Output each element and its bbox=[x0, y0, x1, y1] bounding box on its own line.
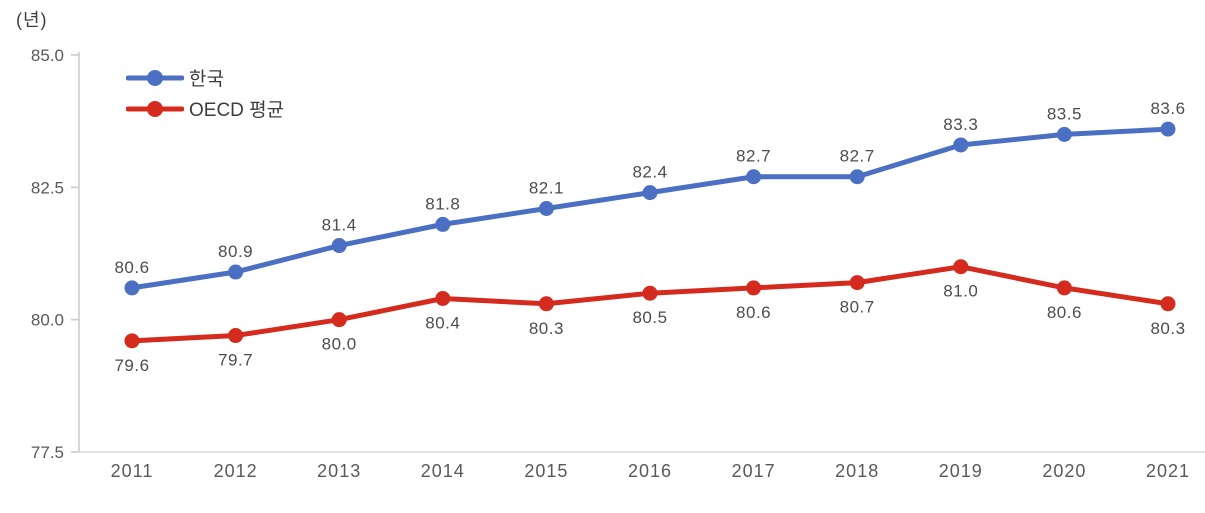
data-point bbox=[435, 290, 451, 306]
data-label: 79.7 bbox=[218, 351, 253, 370]
data-point bbox=[228, 264, 244, 280]
x-tick-label: 2019 bbox=[939, 461, 983, 481]
data-label: 83.5 bbox=[1047, 104, 1082, 123]
x-tick-label: 2020 bbox=[1042, 461, 1086, 481]
legend-label-korea: 한국 bbox=[189, 69, 224, 90]
data-label: 80.6 bbox=[1047, 303, 1082, 322]
data-label: 80.3 bbox=[1150, 319, 1185, 338]
data-point bbox=[538, 296, 554, 312]
data-point bbox=[746, 169, 762, 185]
x-tick-label: 2013 bbox=[317, 461, 361, 481]
korea-line-marker-icon bbox=[126, 69, 184, 86]
data-point bbox=[1056, 126, 1072, 142]
data-label: 80.6 bbox=[736, 303, 771, 322]
data-point bbox=[746, 280, 762, 296]
y-axis-unit-label: (년) bbox=[16, 10, 48, 30]
data-point bbox=[538, 201, 554, 217]
data-point bbox=[1160, 121, 1176, 137]
y-tick-label: 82.5 bbox=[31, 178, 64, 197]
x-tick-label: 2021 bbox=[1146, 461, 1190, 481]
data-point bbox=[124, 333, 140, 349]
data-label: 82.7 bbox=[840, 147, 875, 166]
data-label: 80.7 bbox=[840, 298, 875, 317]
data-label: 82.7 bbox=[736, 147, 771, 166]
data-label: 80.6 bbox=[114, 258, 149, 277]
oecd-line-marker-icon bbox=[126, 100, 184, 117]
data-label: 79.6 bbox=[114, 356, 149, 375]
y-tick-label: 80.0 bbox=[31, 311, 64, 330]
data-label: 81.0 bbox=[943, 282, 978, 301]
data-label: 80.4 bbox=[425, 313, 460, 332]
legend-item-oecd[interactable]: OECD 평균 bbox=[126, 93, 284, 124]
data-point bbox=[953, 137, 969, 153]
x-tick-label: 2017 bbox=[732, 461, 776, 481]
legend-item-korea[interactable]: 한국 bbox=[126, 62, 284, 93]
data-point bbox=[1056, 280, 1072, 296]
data-label: 82.1 bbox=[529, 179, 564, 198]
data-label: 82.4 bbox=[632, 163, 667, 182]
x-tick-label: 2014 bbox=[421, 461, 465, 481]
x-tick-label: 2018 bbox=[835, 461, 879, 481]
data-label: 80.9 bbox=[218, 242, 253, 261]
data-point bbox=[642, 185, 658, 201]
data-label: 83.3 bbox=[943, 115, 978, 134]
y-tick-label: 77.5 bbox=[31, 443, 64, 462]
data-point bbox=[331, 312, 347, 328]
data-label: 80.3 bbox=[529, 319, 564, 338]
x-tick-label: 2012 bbox=[214, 461, 258, 481]
data-point bbox=[953, 259, 969, 275]
data-point bbox=[849, 169, 865, 185]
data-label: 81.4 bbox=[322, 216, 357, 235]
x-tick-label: 2016 bbox=[628, 461, 672, 481]
legend-label-oecd: OECD 평균 bbox=[189, 100, 285, 121]
x-tick-label: 2015 bbox=[524, 461, 568, 481]
series-line-1 bbox=[129, 264, 1171, 344]
data-label: 83.6 bbox=[1150, 99, 1185, 118]
data-point bbox=[1160, 296, 1176, 312]
data-label: 80.5 bbox=[632, 308, 667, 327]
data-point bbox=[228, 328, 244, 344]
data-point bbox=[435, 216, 451, 232]
data-point bbox=[849, 275, 865, 291]
data-point bbox=[124, 280, 140, 296]
data-label: 80.0 bbox=[322, 335, 357, 354]
x-tick-label: 2011 bbox=[111, 461, 154, 481]
series-line-0 bbox=[129, 126, 1171, 291]
data-point bbox=[331, 238, 347, 254]
y-tick-label: 85.0 bbox=[31, 46, 64, 65]
data-point bbox=[642, 285, 658, 301]
data-label: 81.8 bbox=[425, 194, 460, 213]
legend: 한국 OECD 평균 bbox=[126, 62, 284, 124]
